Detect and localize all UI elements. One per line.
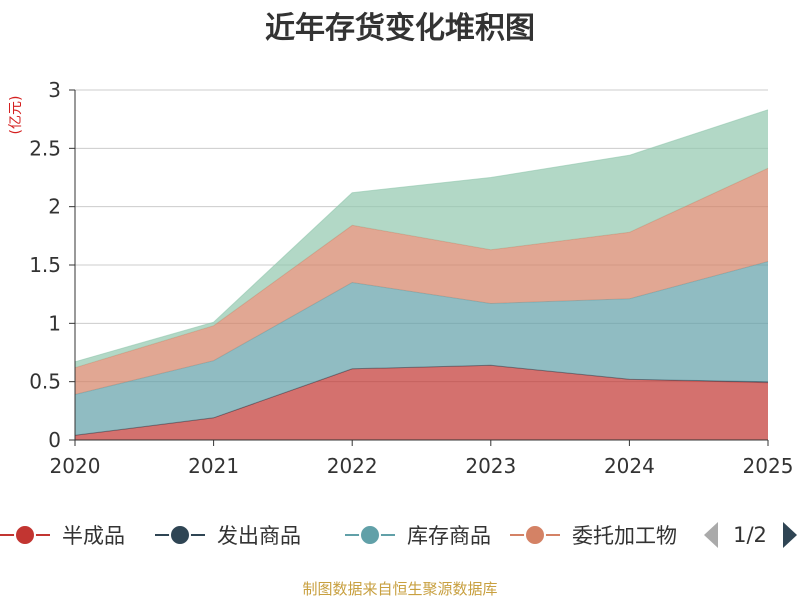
area-原材料 (75, 109, 768, 368)
legend-item[interactable]: 发出商品 (155, 524, 301, 548)
legend-prev-page-icon[interactable] (704, 522, 718, 548)
line-原材料 (74, 109, 769, 363)
y-tick-labels: 0 0.5 1 1.5 2 2.5 3 (29, 78, 61, 452)
y-tick-label: 1.5 (29, 253, 61, 277)
legend-item[interactable]: 委托加工物 (510, 524, 677, 548)
legend-next-page-icon[interactable] (783, 522, 797, 548)
legend-marker-icon (359, 524, 381, 546)
y-tick-label: 2.5 (29, 136, 61, 160)
y-tick-label: 3 (48, 78, 61, 102)
legend-marker-icon (524, 524, 546, 546)
legend-label: 委托加工物 (572, 524, 677, 548)
legend-page-indicator: 1/2 (733, 523, 767, 547)
legend-marker-icon (14, 524, 36, 546)
data-source: 制图数据来自恒生聚源数据库 (302, 580, 497, 598)
area-库存商品 (75, 261, 768, 436)
x-tick-label: 2024 (604, 454, 655, 478)
y-tick-label: 0.5 (29, 370, 61, 394)
legend: 半成品 发出商品 库存商品 委托加工物 (0, 524, 677, 548)
legend-label: 库存商品 (407, 524, 491, 548)
x-tick-label: 2021 (188, 454, 239, 478)
area-半成品 (75, 365, 768, 440)
legend-pager: 1/2 (704, 522, 797, 548)
y-axis-unit: (亿元) (8, 96, 24, 135)
legend-item[interactable]: 库存商品 (345, 524, 491, 548)
area-委托加工物资 (75, 168, 768, 395)
x-tick-label: 2023 (465, 454, 516, 478)
x-tick-label: 2020 (50, 454, 101, 478)
x-tick-label: 2022 (327, 454, 378, 478)
x-tick-label: 2025 (743, 454, 794, 478)
y-tick-label: 2 (48, 195, 61, 219)
chart-title: 近年存货变化堆积图 (265, 11, 535, 46)
legend-label: 半成品 (62, 524, 125, 548)
y-tick-label: 0 (48, 428, 61, 452)
stacked-areas (74, 109, 769, 440)
legend-label: 发出商品 (217, 524, 301, 548)
axes (74, 90, 768, 441)
legend-item[interactable]: 半成品 (0, 524, 125, 548)
legend-marker-icon (169, 524, 191, 546)
x-tick-labels: 2020 2021 2022 2023 2024 2025 (50, 440, 794, 478)
y-tick-label: 1 (48, 311, 61, 335)
